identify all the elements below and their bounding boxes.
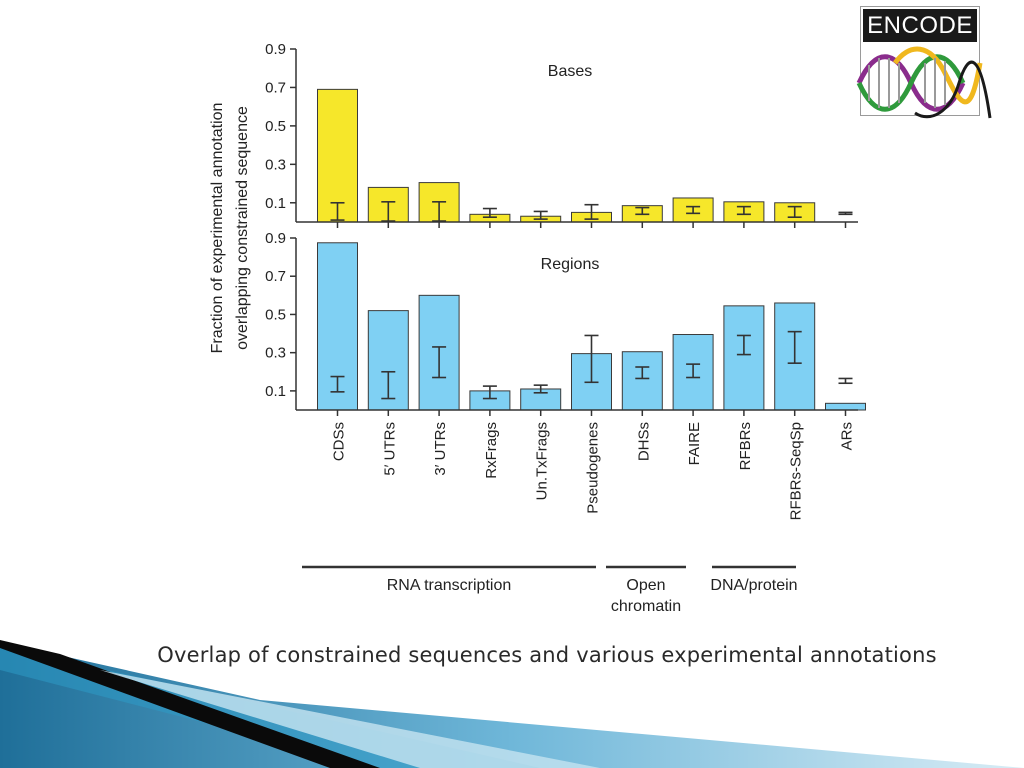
panel-title: Bases bbox=[548, 63, 592, 80]
bar-regions bbox=[825, 402, 866, 411]
error-bar-regions bbox=[584, 334, 599, 384]
error-bar-regions bbox=[838, 377, 853, 385]
chart: 0.1 0.3 0.5 0.7 0.9 Bases 0.1 0.3 0.5 0.7 0.9 Regio… bbox=[209, 41, 866, 615]
y-tick-label: 0.9 bbox=[265, 41, 286, 58]
error-bar-regions bbox=[686, 363, 701, 379]
error-bar-regions bbox=[736, 334, 751, 356]
encode-logo: ENCODE bbox=[856, 6, 992, 119]
decorative-swoosh bbox=[0, 640, 1024, 768]
error-bar-regions bbox=[482, 385, 497, 400]
x-category-label: RxFrags bbox=[483, 422, 500, 479]
error-bar-regions bbox=[787, 330, 802, 364]
error-bar-bases bbox=[635, 206, 650, 216]
y-tick-label: 0.3 bbox=[265, 156, 286, 173]
panel-regions: 0.1 0.3 0.5 0.7 0.9 Regions bbox=[265, 230, 866, 416]
y-tick-label: 0.5 bbox=[265, 306, 286, 323]
group-2: DNA/protein bbox=[710, 565, 798, 594]
group-0: RNA transcription bbox=[302, 565, 596, 594]
error-bar-regions bbox=[533, 384, 548, 394]
bar-regions bbox=[621, 351, 663, 411]
x-category-label: Un.TxFrags bbox=[534, 422, 551, 500]
x-category-label: 3′ UTRs bbox=[432, 422, 449, 476]
x-category-label: RFBRs-SeqSp bbox=[788, 422, 805, 520]
error-bar-bases bbox=[330, 201, 345, 221]
group-1: Open chromatin bbox=[606, 565, 686, 615]
error-bar-bases bbox=[736, 205, 751, 216]
error-bar-bases bbox=[482, 207, 497, 218]
bar-regions bbox=[723, 305, 765, 411]
panel-title: Regions bbox=[541, 256, 600, 273]
logo-text: ENCODE bbox=[863, 9, 977, 42]
slide-caption: Overlap of constrained sequences and var… bbox=[157, 643, 937, 667]
x-category-label: CDSs bbox=[331, 422, 348, 461]
group-label: Open bbox=[626, 577, 665, 594]
y-tick-label: 0.7 bbox=[265, 79, 286, 96]
error-bar-bases bbox=[584, 203, 599, 220]
y-tick-label: 0.5 bbox=[265, 118, 286, 135]
y-tick-label: 0.7 bbox=[265, 268, 286, 285]
group-label: chromatin bbox=[611, 598, 681, 615]
y-tick-label: 0.1 bbox=[265, 195, 286, 212]
error-bar-regions bbox=[432, 346, 447, 379]
y-axis-label: overlapping constrained sequence bbox=[234, 106, 251, 350]
y-tick-label: 0.3 bbox=[265, 345, 286, 362]
error-bar-regions bbox=[381, 370, 396, 400]
error-bar-regions bbox=[635, 366, 650, 380]
panel-bases: 0.1 0.3 0.5 0.7 0.9 Bases bbox=[265, 41, 858, 228]
x-category-label: 5′ UTRs bbox=[381, 422, 398, 476]
error-bar-bases bbox=[432, 201, 447, 222]
error-bar-regions bbox=[330, 375, 345, 393]
error-bar-bases bbox=[838, 211, 853, 216]
dna-helix-icon bbox=[856, 46, 992, 119]
group-label: RNA transcription bbox=[387, 577, 512, 594]
y-tick-label: 0.9 bbox=[265, 230, 286, 247]
x-category-label: ARs bbox=[839, 422, 856, 450]
x-category-label: FAIRE bbox=[686, 422, 703, 465]
x-category-label: RFBRs bbox=[737, 422, 754, 470]
error-bar-bases bbox=[686, 205, 701, 215]
error-bar-bases bbox=[787, 205, 802, 218]
x-category-label: DHSs bbox=[635, 422, 652, 461]
y-axis-label: Fraction of experimental annotation bbox=[209, 103, 226, 354]
bar-bases bbox=[672, 197, 714, 223]
y-tick-label: 0.1 bbox=[265, 383, 286, 400]
error-bar-bases bbox=[381, 201, 396, 222]
error-bar-bases bbox=[533, 210, 548, 220]
x-category-label: Pseudogenes bbox=[585, 422, 602, 514]
bar-bases bbox=[317, 88, 358, 223]
group-label: DNA/protein bbox=[710, 577, 797, 594]
